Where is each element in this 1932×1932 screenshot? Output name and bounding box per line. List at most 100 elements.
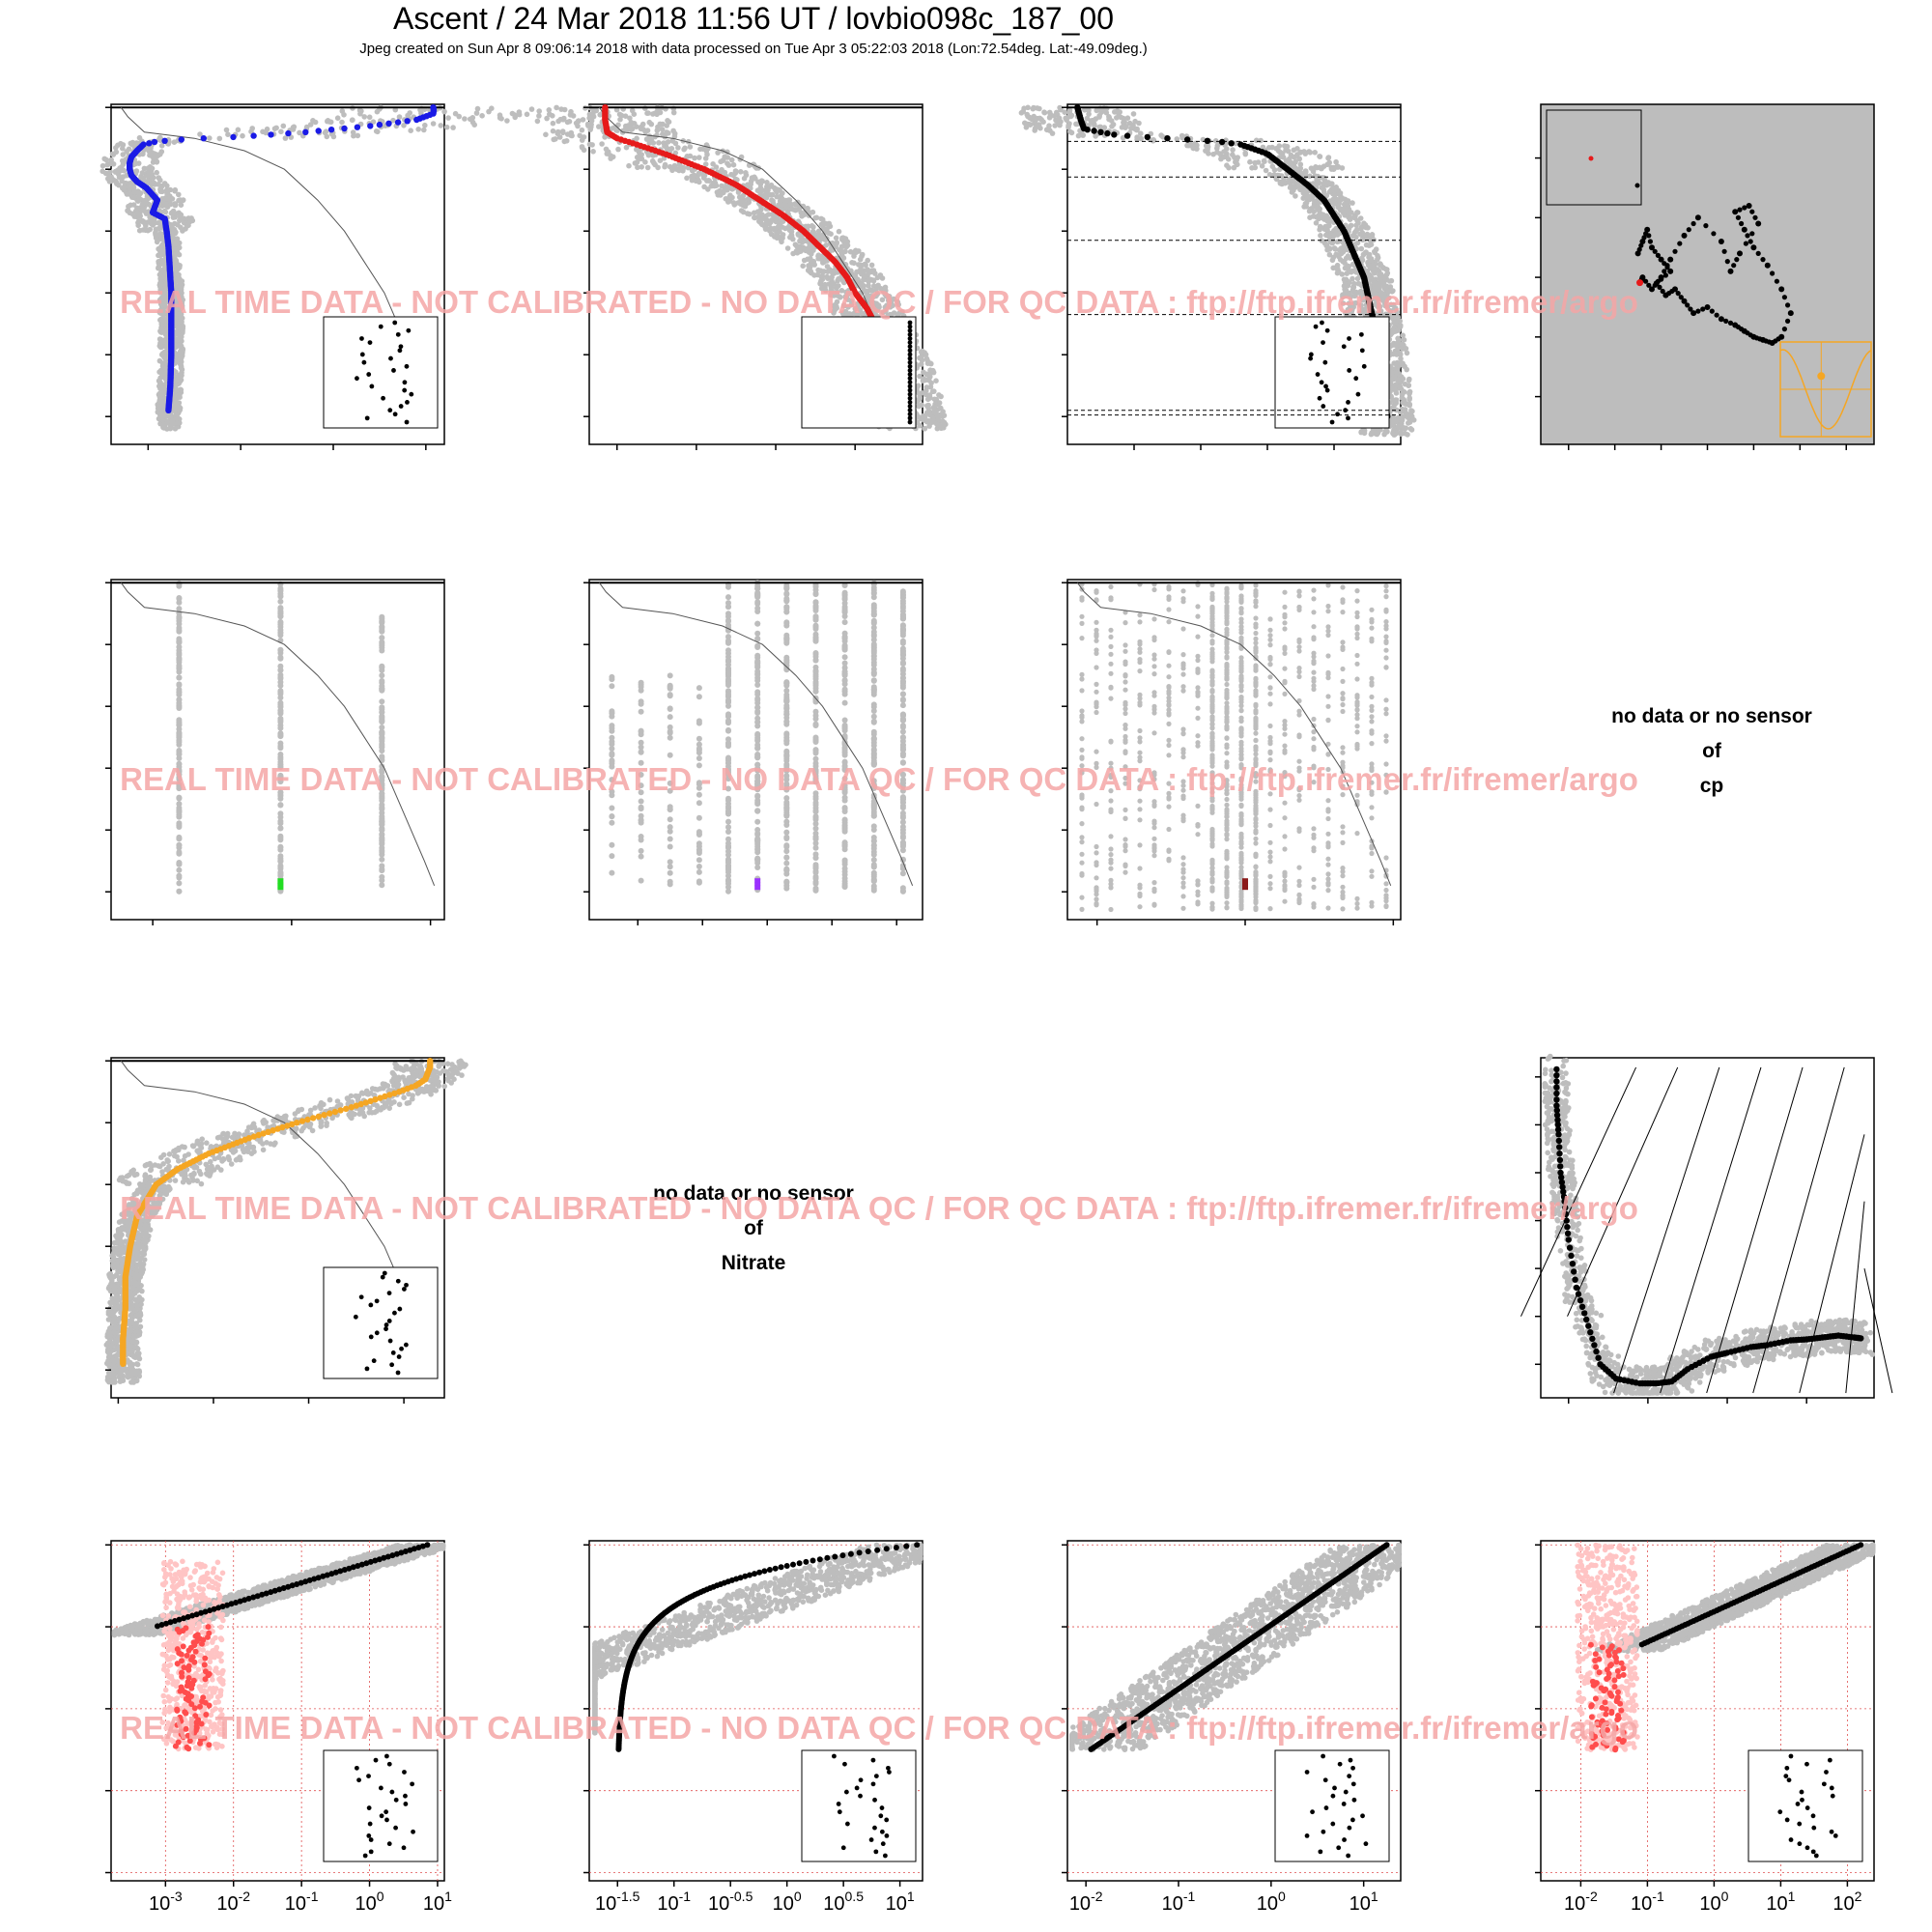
cloud-point bbox=[1302, 151, 1309, 156]
cloud-point bbox=[764, 219, 770, 225]
cloud-point bbox=[1405, 413, 1410, 420]
inset-point bbox=[907, 359, 913, 365]
cloud-point bbox=[149, 181, 155, 187]
cloud-point bbox=[730, 161, 737, 168]
cloud-point bbox=[1313, 220, 1320, 226]
cloud-point bbox=[1333, 251, 1339, 258]
cloud-point bbox=[639, 121, 646, 128]
cloud-point bbox=[675, 167, 682, 173]
cloud-point bbox=[1058, 119, 1064, 125]
cloud-point bbox=[608, 156, 613, 161]
cloud-point bbox=[171, 139, 178, 145]
cloud-point bbox=[374, 108, 381, 115]
cloud-point bbox=[925, 371, 931, 378]
cloud-point bbox=[1301, 187, 1308, 194]
inset-point bbox=[392, 320, 398, 326]
cloud-point bbox=[560, 129, 566, 136]
cloud-point bbox=[1371, 262, 1377, 268]
cloud-point bbox=[175, 343, 182, 349]
cloud-point bbox=[443, 124, 450, 130]
cloud-point bbox=[1399, 417, 1406, 423]
cloud-point bbox=[856, 262, 862, 268]
cloud-point bbox=[637, 156, 642, 162]
cloud-point bbox=[473, 110, 480, 116]
cloud-point bbox=[1067, 113, 1074, 120]
cloud-point bbox=[1261, 157, 1267, 164]
cloud-point bbox=[669, 167, 675, 174]
inset-point bbox=[907, 380, 913, 385]
cloud-point bbox=[712, 180, 719, 186]
cloud-point bbox=[801, 257, 808, 264]
cloud-point bbox=[1312, 150, 1318, 156]
temperature-point bbox=[230, 133, 237, 141]
inset-point bbox=[907, 415, 913, 421]
cloud-point bbox=[109, 151, 116, 157]
cloud-point bbox=[158, 143, 165, 149]
cloud-point bbox=[659, 127, 666, 132]
cloud-point bbox=[291, 124, 298, 130]
cloud-point bbox=[1337, 190, 1344, 196]
cloud-point bbox=[441, 108, 447, 115]
cloud-point bbox=[581, 134, 587, 140]
cloud-point bbox=[1357, 215, 1364, 221]
cloud-point bbox=[936, 392, 942, 398]
cloud-point bbox=[770, 198, 776, 204]
cloud-point bbox=[917, 396, 923, 402]
cloud-point bbox=[174, 412, 181, 417]
inset-point bbox=[907, 419, 913, 425]
cloud-point bbox=[178, 202, 185, 208]
cloud-point bbox=[178, 365, 185, 371]
cloud-point bbox=[312, 119, 319, 126]
cloud-point bbox=[780, 232, 786, 238]
cloud-point bbox=[751, 175, 757, 181]
cloud-point bbox=[930, 367, 936, 374]
cloud-point bbox=[167, 425, 174, 432]
inset-point bbox=[364, 415, 370, 421]
density-point bbox=[1144, 133, 1151, 141]
cloud-point bbox=[1326, 188, 1333, 195]
cloud-point bbox=[1259, 163, 1265, 169]
inset-point bbox=[397, 348, 403, 354]
cloud-point bbox=[922, 426, 928, 432]
cloud-point bbox=[859, 270, 865, 277]
cloud-point bbox=[341, 112, 347, 118]
cloud-point bbox=[1398, 429, 1404, 436]
cloud-point bbox=[696, 177, 701, 184]
cloud-point bbox=[696, 170, 702, 177]
cloud-point bbox=[1366, 242, 1373, 248]
inset-point bbox=[907, 348, 913, 354]
cloud-point bbox=[927, 412, 933, 418]
cloud-point bbox=[159, 400, 165, 406]
cloud-point bbox=[134, 205, 140, 212]
cloud-point bbox=[1331, 227, 1338, 233]
cloud-point bbox=[127, 210, 133, 216]
cloud-point bbox=[1345, 253, 1351, 259]
cloud-point bbox=[702, 156, 709, 161]
cloud-point bbox=[113, 145, 119, 151]
cloud-point bbox=[223, 127, 230, 133]
cloud-point bbox=[264, 126, 270, 132]
cloud-point bbox=[603, 146, 610, 153]
cloud-point bbox=[129, 194, 135, 200]
cloud-point bbox=[1323, 242, 1330, 248]
cloud-point bbox=[1134, 127, 1140, 133]
cloud-point bbox=[1357, 231, 1363, 238]
cloud-point bbox=[1323, 232, 1329, 239]
cloud-point bbox=[682, 145, 688, 152]
cloud-point bbox=[567, 112, 574, 118]
cloud-point bbox=[1297, 150, 1303, 156]
cloud-point bbox=[415, 127, 422, 132]
cloud-point bbox=[727, 192, 733, 198]
cloud-point bbox=[1312, 173, 1319, 179]
cloud-point bbox=[1375, 252, 1380, 259]
cloud-point bbox=[174, 264, 181, 270]
cloud-point bbox=[644, 164, 651, 171]
cloud-point bbox=[158, 235, 165, 242]
cloud-point bbox=[120, 157, 126, 164]
cloud-point bbox=[1271, 167, 1278, 173]
cloud-point bbox=[1037, 115, 1043, 122]
cloud-point bbox=[1282, 143, 1288, 149]
cloud-point bbox=[1234, 157, 1239, 163]
cloud-point bbox=[1158, 132, 1164, 138]
cloud-point bbox=[421, 127, 427, 133]
